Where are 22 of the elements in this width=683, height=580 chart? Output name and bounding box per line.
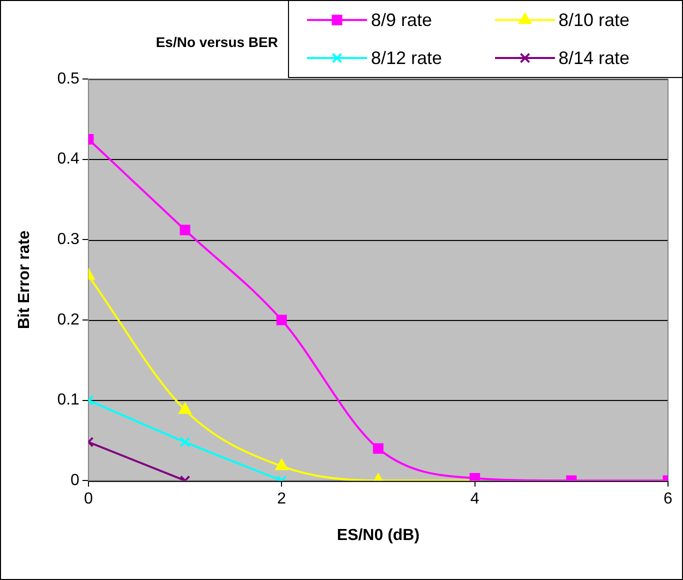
y-tick-label: 0.1 (57, 392, 80, 409)
y-tick-label: 0.2 (57, 311, 80, 328)
y-tick-label: 0.3 (57, 231, 80, 248)
x-tick-label: 0 (84, 490, 93, 508)
legend-label: 8/14 rate (558, 48, 630, 68)
x-axis-title: ES/N0 (dB) (336, 526, 420, 544)
legend-label: 8/9 rate (371, 10, 432, 30)
point (180, 436, 190, 448)
point (276, 314, 287, 326)
legend-label: 8/12 rate (371, 48, 442, 68)
point (178, 402, 192, 414)
x-tick-label: 4 (470, 490, 480, 508)
y-axis-title: Bit Error rate (16, 230, 34, 330)
x-tick-label: 2 (277, 490, 286, 508)
chart-title: Es/No versus BER (154, 34, 278, 50)
y-tick-label: 0 (70, 472, 80, 490)
y-tick-label: 0.4 (57, 150, 80, 168)
point (180, 224, 190, 236)
x-tick-label: 6 (664, 490, 673, 508)
y-tick-label: 0.5 (57, 70, 80, 88)
legend-label: 8/10 rate (558, 10, 630, 30)
point (275, 459, 288, 470)
